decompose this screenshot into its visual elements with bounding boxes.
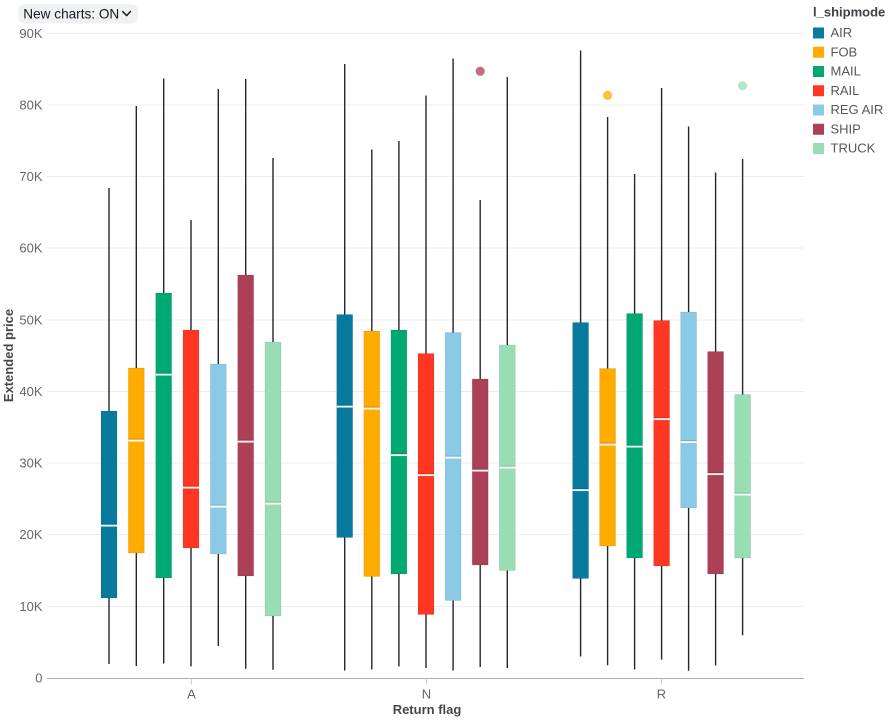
svg-text:40K: 40K [19, 384, 42, 399]
svg-text:30K: 30K [19, 456, 42, 471]
svg-text:N: N [422, 687, 431, 702]
svg-text:l_shipmode: l_shipmode [813, 5, 885, 20]
svg-text:AIR: AIR [831, 25, 853, 40]
svg-text:New charts: ON: New charts: ON [23, 6, 119, 21]
svg-text:20K: 20K [19, 527, 42, 542]
svg-text:SHIP: SHIP [831, 121, 861, 136]
svg-text:50K: 50K [19, 312, 42, 327]
svg-text:RAIL: RAIL [831, 83, 860, 98]
svg-text:70K: 70K [19, 169, 42, 184]
svg-text:MAIL: MAIL [831, 64, 861, 79]
svg-text:TRUCK: TRUCK [831, 141, 876, 156]
svg-text:60K: 60K [19, 241, 42, 256]
svg-text:0: 0 [35, 671, 42, 686]
svg-text:R: R [657, 687, 666, 702]
svg-text:80K: 80K [19, 97, 42, 112]
svg-text:10K: 10K [19, 599, 42, 614]
svg-text:FOB: FOB [831, 44, 858, 59]
svg-text:90K: 90K [19, 26, 42, 41]
svg-text:REG AIR: REG AIR [831, 102, 884, 117]
svg-text:Return flag: Return flag [393, 702, 462, 717]
svg-text:A: A [187, 687, 196, 702]
svg-text:Extended price: Extended price [1, 309, 16, 402]
